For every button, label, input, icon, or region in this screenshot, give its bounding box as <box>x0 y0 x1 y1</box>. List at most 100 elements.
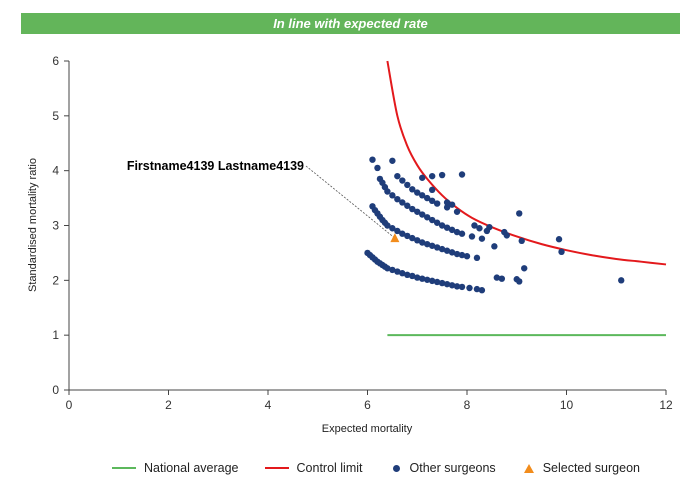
other-surgeon-point <box>428 242 436 249</box>
selected-surgeon-swatch <box>523 463 534 473</box>
control-limit-swatch <box>264 467 289 469</box>
other-surgeon-point <box>498 275 506 282</box>
other-surgeon-point <box>419 192 426 199</box>
other-surgeon-point <box>409 186 416 193</box>
other-surgeon-point <box>414 189 421 196</box>
other-surgeon-point <box>466 284 473 292</box>
other-surgeon-point <box>414 274 421 281</box>
other-surgeon-point <box>618 277 625 284</box>
lines <box>386 60 667 337</box>
other-surgeon-point <box>473 285 481 293</box>
other-surgeon-point <box>428 186 436 194</box>
other-surgeon-point <box>458 230 466 237</box>
y-tick-label: 2 <box>52 273 59 287</box>
other-surgeon-point <box>384 222 391 229</box>
other-surgeon-point <box>468 233 476 240</box>
other-surgeon-point <box>458 251 466 259</box>
other-surgeon-point <box>476 225 483 232</box>
x-tick-label: 4 <box>265 398 272 412</box>
annotation-leader-line <box>305 165 396 239</box>
other-surgeon-point <box>438 245 446 253</box>
other-surgeon-point <box>374 164 381 172</box>
other-surgeon-point <box>424 240 431 248</box>
other-surgeon-point <box>404 181 411 189</box>
legend-label: Control limit <box>296 461 363 475</box>
other-surgeon-point <box>438 279 446 287</box>
x-tick-label: 12 <box>659 398 673 412</box>
other-surgeon-point <box>394 268 401 275</box>
other-surgeon-point <box>443 247 451 254</box>
other-surgeon-point <box>443 280 451 288</box>
other-surgeon-point <box>394 172 401 180</box>
x-tick-label: 2 <box>165 398 172 412</box>
other-surgeon-point <box>424 214 431 221</box>
other-surgeon-point <box>419 275 426 282</box>
other-surgeon-point <box>518 237 525 245</box>
x-ticks: 0 2 4 6 8 10 12 <box>66 390 673 412</box>
other-surgeon-point <box>448 226 456 234</box>
legend-item-other-surgeons: Other surgeons <box>389 461 496 475</box>
other-surgeon-point <box>424 276 431 283</box>
other-surgeon-point <box>438 171 446 179</box>
x-tick-label: 0 <box>66 398 73 412</box>
x-tick-label: 6 <box>364 398 371 412</box>
national-average-swatch <box>112 467 136 469</box>
legend: National average Control limit Other sur… <box>112 459 666 477</box>
other-surgeon-point <box>399 177 406 184</box>
other-surgeon-point <box>404 202 411 209</box>
other-surgeon-point <box>399 270 406 277</box>
other-surgeon-point <box>448 282 456 289</box>
legend-label: Selected surgeon <box>542 461 640 475</box>
x-axis-title: Expected mortality <box>322 423 413 435</box>
other-surgeon-point <box>486 223 493 231</box>
y-axis-title: Standardised mortality ratio <box>27 158 39 292</box>
other-surgeon-point <box>453 250 461 258</box>
status-banner: In line with expected rate <box>21 13 680 34</box>
other-surgeon-point <box>433 278 441 286</box>
other-surgeon-point <box>428 216 436 224</box>
other-surgeon-point <box>414 208 421 215</box>
other-surgeon-point <box>443 224 451 231</box>
x-tick-label: 8 <box>464 398 471 412</box>
other-surgeon-point <box>493 274 501 281</box>
other-surgeon-point <box>453 228 461 236</box>
other-surgeon-point <box>478 235 486 242</box>
other-surgeon-point <box>491 243 498 250</box>
legend-item-national-average: National average <box>112 461 239 475</box>
other-surgeon-point <box>448 201 456 208</box>
y-ticks: 0 1 2 3 4 5 6 <box>52 54 69 397</box>
other-surgeon-point <box>419 174 426 181</box>
other-surgeon-point <box>453 283 461 290</box>
other-surgeon-point <box>478 287 486 294</box>
legend-label: National average <box>144 461 239 475</box>
other-surgeons-swatch <box>392 464 400 472</box>
other-surgeon-point <box>424 194 431 202</box>
other-surgeon-point <box>558 248 565 256</box>
other-surgeon-point <box>458 171 466 178</box>
other-surgeon-point <box>438 222 446 229</box>
legend-item-control-limit: Control limit <box>264 461 363 475</box>
other-surgeon-point <box>433 200 441 207</box>
annotation-leader <box>305 165 396 239</box>
other-surgeon-point <box>471 222 478 229</box>
other-surgeon-point <box>555 236 563 243</box>
x-tick-label: 10 <box>560 398 574 412</box>
other-surgeon-point <box>414 237 421 244</box>
y-tick-label: 3 <box>52 219 59 233</box>
control-limit-line <box>386 60 667 266</box>
other-surgeon-point <box>389 225 396 232</box>
y-tick-label: 5 <box>52 109 59 123</box>
other-surgeon-point <box>399 230 406 237</box>
legend-item-selected-surgeon: Selected surgeon <box>522 461 640 475</box>
axes <box>68 61 666 391</box>
other-surgeon-point <box>463 253 471 260</box>
other-surgeon-point <box>389 192 396 199</box>
legend-label: Other surgeons <box>409 461 496 475</box>
other-surgeon-point <box>521 265 528 272</box>
other-surgeon-point <box>409 234 416 242</box>
other-surgeon-point <box>428 172 436 180</box>
other-surgeon-point <box>443 199 451 206</box>
other-surgeon-point <box>419 211 426 218</box>
other-surgeon-point <box>433 244 441 251</box>
